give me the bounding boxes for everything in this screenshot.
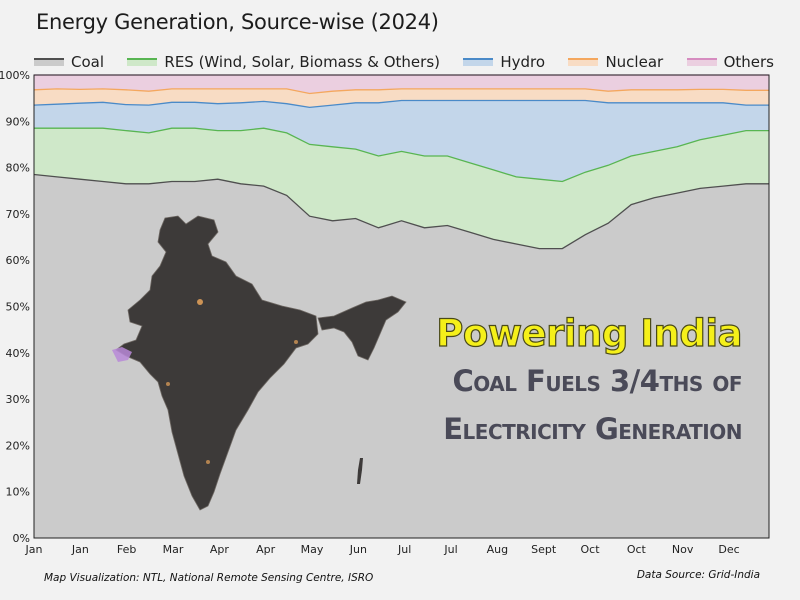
legend-item-coal[interactable]: Coal [34, 53, 104, 71]
x-tick-label: Feb [117, 543, 136, 556]
city-light [197, 299, 203, 305]
x-tick-label: Jun [349, 543, 367, 556]
x-tick-label: Oct [580, 543, 600, 556]
legend-label-others: Others [723, 53, 774, 71]
y-tick-label: 60% [6, 254, 30, 267]
y-tick-label: 20% [6, 439, 30, 452]
legend-label-nuclear: Nuclear [605, 53, 664, 71]
line-coal [33, 173, 769, 250]
legend-swatch-nuclear [568, 58, 599, 66]
y-tick-label: 100% [0, 69, 30, 82]
x-axis-labels: Jan Jan Feb Mar Apr Apr May Jun Jul Jul Aug Sept Oct… [25, 543, 740, 556]
plot-frame [33, 74, 770, 539]
x-tick-label: Aug [487, 543, 508, 556]
y-axis-labels: 0% 10% 20% 30% 40% 50% 60% 70% 80% 90% 100% [0, 69, 30, 545]
chart-title: Energy Generation, Source-wise (2024) [36, 10, 439, 34]
legend-swatch-res [127, 58, 158, 66]
x-tick-label: May [301, 543, 324, 556]
city-light [206, 460, 210, 464]
x-tick-label: Dec [718, 543, 739, 556]
data-source-credit: Data Source: Grid-India [636, 569, 760, 581]
x-tick-label: Mar [163, 543, 184, 556]
legend-item-hydro[interactable]: Hydro [463, 53, 545, 71]
legend-item-nuclear[interactable]: Nuclear [568, 53, 663, 71]
legend-item-res[interactable]: RES (Wind, Solar, Biomass & Others) [127, 53, 440, 71]
y-tick-label: 0% [13, 532, 30, 545]
headline-powering-india: Powering India [436, 311, 743, 355]
headline-coal-fuels: Coal Fuels 3/4ths of [452, 364, 742, 398]
india-northeast [317, 295, 407, 361]
legend-swatch-others [686, 58, 717, 66]
line-nuclear [33, 88, 769, 95]
y-tick-label: 70% [6, 208, 30, 221]
y-tick-label: 30% [6, 393, 30, 406]
andaman-islands [357, 458, 363, 484]
x-tick-label: Apr [210, 543, 230, 556]
india-mainland [115, 215, 319, 511]
x-tick-label: Jan [71, 543, 89, 556]
legend-swatch-coal [34, 58, 64, 66]
map-credit: Map Visualization: NTL, National Remote … [44, 572, 374, 584]
legend-item-others[interactable]: Others [686, 53, 774, 71]
x-tick-label: Sept [531, 543, 557, 556]
x-tick-label: Apr [256, 543, 276, 556]
x-tick-label: Jul [443, 543, 457, 556]
x-tick-label: Nov [672, 543, 694, 556]
x-tick-label: Oct [627, 543, 647, 556]
y-tick-label: 50% [6, 301, 30, 314]
legend-label-hydro: Hydro [500, 53, 546, 71]
area-hydro [34, 100, 769, 182]
x-tick-label: Jul [397, 543, 411, 556]
legend-label-coal: Coal [71, 53, 105, 71]
gujarat-highlight [112, 347, 132, 362]
legend: Coal RES (Wind, Solar, Biomass & Others)… [34, 52, 774, 72]
line-hydro [33, 99, 769, 109]
area-res [34, 128, 769, 249]
y-tick-label: 90% [6, 115, 30, 128]
line-res [34, 127, 769, 183]
y-tick-label: 80% [6, 162, 30, 175]
legend-label-res: RES (Wind, Solar, Biomass & Others) [164, 53, 440, 71]
x-tick-label: Jan [25, 543, 43, 556]
headline-electricity-generation: Electricity Generation [443, 412, 742, 446]
city-light [294, 340, 298, 344]
city-light [166, 382, 170, 386]
legend-swatch-hydro [463, 58, 494, 66]
india-map-icon [112, 215, 407, 511]
area-nuclear [34, 88, 769, 108]
y-tick-label: 40% [6, 347, 30, 360]
y-tick-label: 10% [6, 486, 30, 499]
